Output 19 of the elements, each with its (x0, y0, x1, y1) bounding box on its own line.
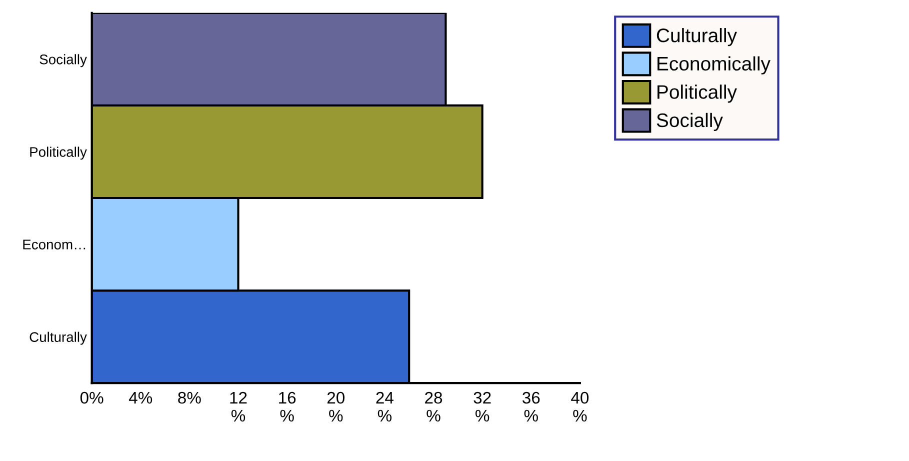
x-tick-label: 8% (178, 392, 201, 404)
x-tick-label: 40 % (571, 392, 589, 422)
x-tick-label: 36 % (522, 392, 540, 422)
legend-label: Politically (658, 84, 737, 103)
legend-label: Socially (656, 112, 723, 132)
x-tick-label: 0% (80, 392, 104, 404)
y-tick-label: Politically (30, 146, 87, 160)
x-tick-label: 32 % (474, 392, 491, 422)
x-tick-label: 16 % (279, 392, 296, 422)
legend-label: Economically (658, 56, 770, 74)
y-tick-label: Socially (40, 54, 87, 68)
y-tick-label: Econom… (23, 240, 86, 250)
y-tick-label: Culturally (30, 332, 87, 345)
x-tick-label: 20 % (327, 392, 344, 422)
legend-label: Culturally (656, 28, 737, 46)
x-tick-label: 4% (128, 392, 152, 404)
x-tick-label: 24 % (376, 392, 394, 422)
x-tick-label: 28 % (425, 392, 442, 422)
x-tick-label: 12 % (230, 392, 247, 422)
